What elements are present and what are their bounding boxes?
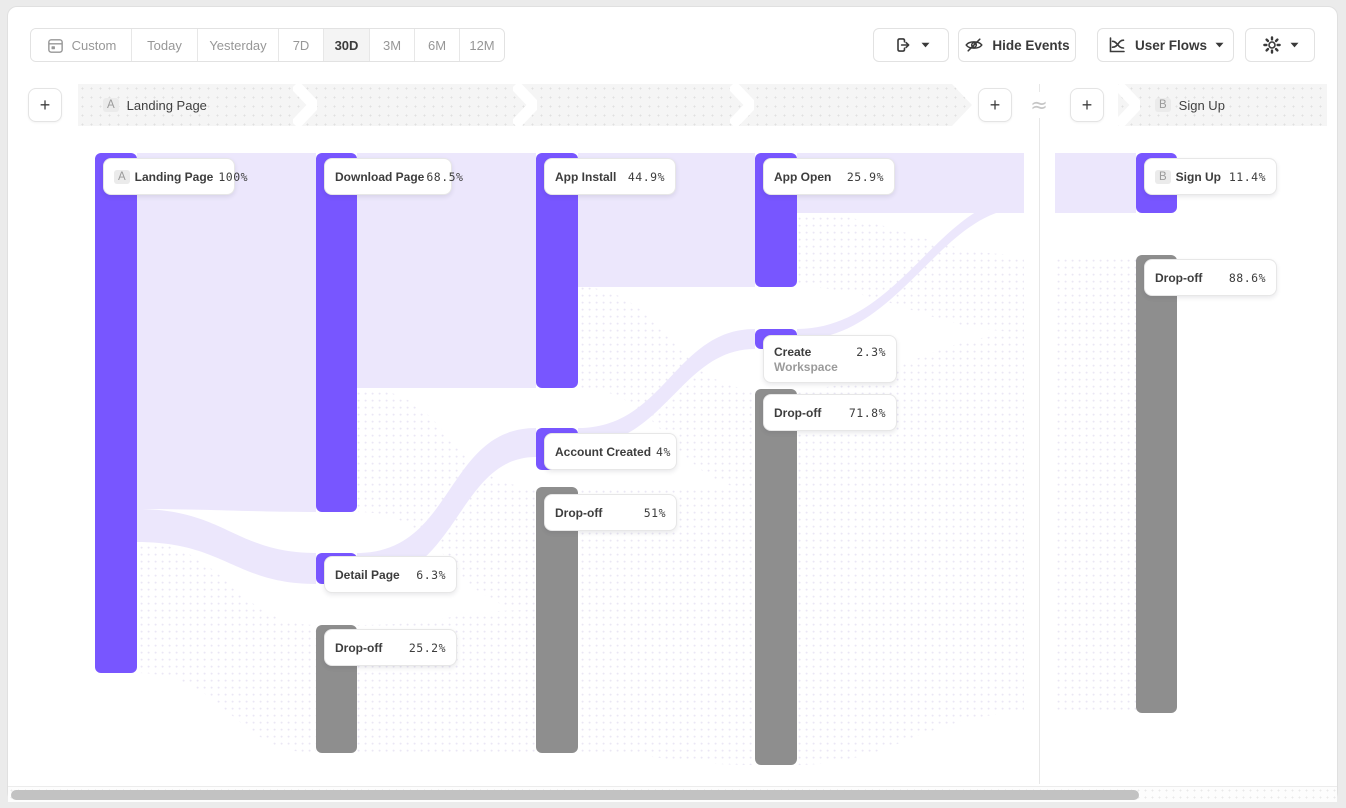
date-range-yesterday[interactable]: Yesterday (197, 29, 278, 61)
export-button[interactable] (873, 28, 949, 62)
flow-detail-accountcreated[interactable] (357, 428, 536, 584)
step-a-label: A Landing Page (103, 98, 207, 113)
node-bar-dropoff-b[interactable] (1136, 255, 1177, 713)
flow-landing-detail[interactable] (137, 509, 316, 584)
node-bar-dropoff-step3[interactable] (536, 487, 578, 753)
step-b-badge: B (1155, 98, 1171, 112)
node-card-create-workspace[interactable]: Create 2.3% Workspace (763, 335, 897, 383)
add-step-after-a-button[interactable]: + (978, 88, 1012, 122)
user-flows-label: User Flows (1134, 37, 1208, 53)
hide-events-label: Hide Events (992, 37, 1070, 53)
date-range-7d[interactable]: 7D (278, 29, 323, 61)
horizontal-scrollbar-track[interactable] (8, 786, 1337, 802)
export-arrow-icon (893, 35, 913, 55)
flow-createworkspace-signup-left[interactable] (797, 197, 1024, 340)
hide-events-button[interactable]: Hide Events (958, 28, 1076, 62)
step-a-badge: A (103, 98, 119, 112)
node-card-dropoff-step4[interactable]: Drop-off 71.8% (763, 394, 897, 431)
flow-landing-dropoff (137, 542, 316, 753)
caret-down-icon (1215, 42, 1224, 48)
node-bar-dropoff-step4[interactable] (755, 389, 797, 765)
user-flows-dropdown[interactable]: User Flows (1097, 28, 1234, 62)
flow-download-appinstall[interactable] (357, 153, 536, 388)
caret-down-icon (921, 42, 930, 48)
date-range-30d-selected[interactable]: 30D (323, 29, 369, 61)
step-b-badge: B (1155, 169, 1171, 184)
node-card-download-page[interactable]: Download Page 68.5% (324, 158, 463, 195)
flow-landing-download[interactable] (137, 153, 316, 512)
node-card-app-install[interactable]: App Install 44.9% (544, 158, 676, 195)
step-a-badge: A (114, 169, 130, 184)
node-card-account-created[interactable]: Account Created 4% (544, 433, 677, 470)
horizontal-scrollbar-thumb[interactable] (11, 790, 1139, 800)
node-card-landing-page[interactable]: A Landing Page 100% (103, 158, 248, 195)
calendar-icon (46, 36, 65, 55)
flow-chart-icon (1107, 35, 1127, 55)
date-range-custom[interactable]: Custom (31, 29, 131, 61)
chevron-separator-icon (293, 84, 317, 126)
add-step-before-b-button[interactable]: + (1070, 88, 1104, 122)
date-range-6m[interactable]: 6M (414, 29, 459, 61)
gear-icon (1262, 35, 1282, 55)
date-range-label: Custom (71, 37, 117, 53)
settings-button[interactable] (1245, 28, 1315, 62)
node-bar-download-page[interactable] (316, 153, 357, 512)
date-range-12m[interactable]: 12M (459, 29, 504, 61)
node-card-dropoff-b[interactable]: Drop-off 88.6% (1144, 259, 1277, 296)
node-bar-landing-page[interactable] (95, 153, 137, 673)
step-b-label: B Sign Up (1155, 98, 1225, 113)
eye-off-icon (964, 35, 984, 55)
date-range-3m[interactable]: 3M (369, 29, 414, 61)
flow-dropoffb-in (1055, 255, 1136, 713)
date-range-selector: Custom Today Yesterday 7D 30D 3M 6M 12M (30, 28, 505, 62)
chevron-separator-icon (513, 84, 537, 126)
flow-appopen-signup-right[interactable] (1055, 153, 1136, 213)
section-divider (1039, 84, 1040, 784)
chevron-separator-icon (730, 84, 754, 126)
flow-createworkspace-signup-right[interactable] (1055, 197, 1136, 213)
add-step-before-button[interactable]: + (28, 88, 62, 122)
step-b-band[interactable]: B Sign Up (1116, 84, 1327, 126)
step-a-band[interactable]: A Landing Page (78, 84, 972, 126)
date-range-today[interactable]: Today (131, 29, 197, 61)
node-card-dropoff-step3[interactable]: Drop-off 51% (544, 494, 677, 531)
node-card-dropoff-step2[interactable]: Drop-off 25.2% (324, 629, 457, 666)
flow-dropoff3-dropoff4 (578, 487, 755, 765)
node-card-sign-up[interactable]: B Sign Up 11.4% (1144, 158, 1277, 195)
flow-accountcreated-createworkspace[interactable] (578, 329, 755, 446)
caret-down-icon (1290, 42, 1299, 48)
flow-dropoff4-dropoffb (797, 334, 1024, 765)
approx-gap-symbol: ≈ (1028, 92, 1050, 118)
node-card-app-open[interactable]: App Open 25.9% (763, 158, 895, 195)
chevron-separator-icon (1116, 84, 1140, 126)
node-card-detail-page[interactable]: Detail Page 6.3% (324, 556, 457, 593)
